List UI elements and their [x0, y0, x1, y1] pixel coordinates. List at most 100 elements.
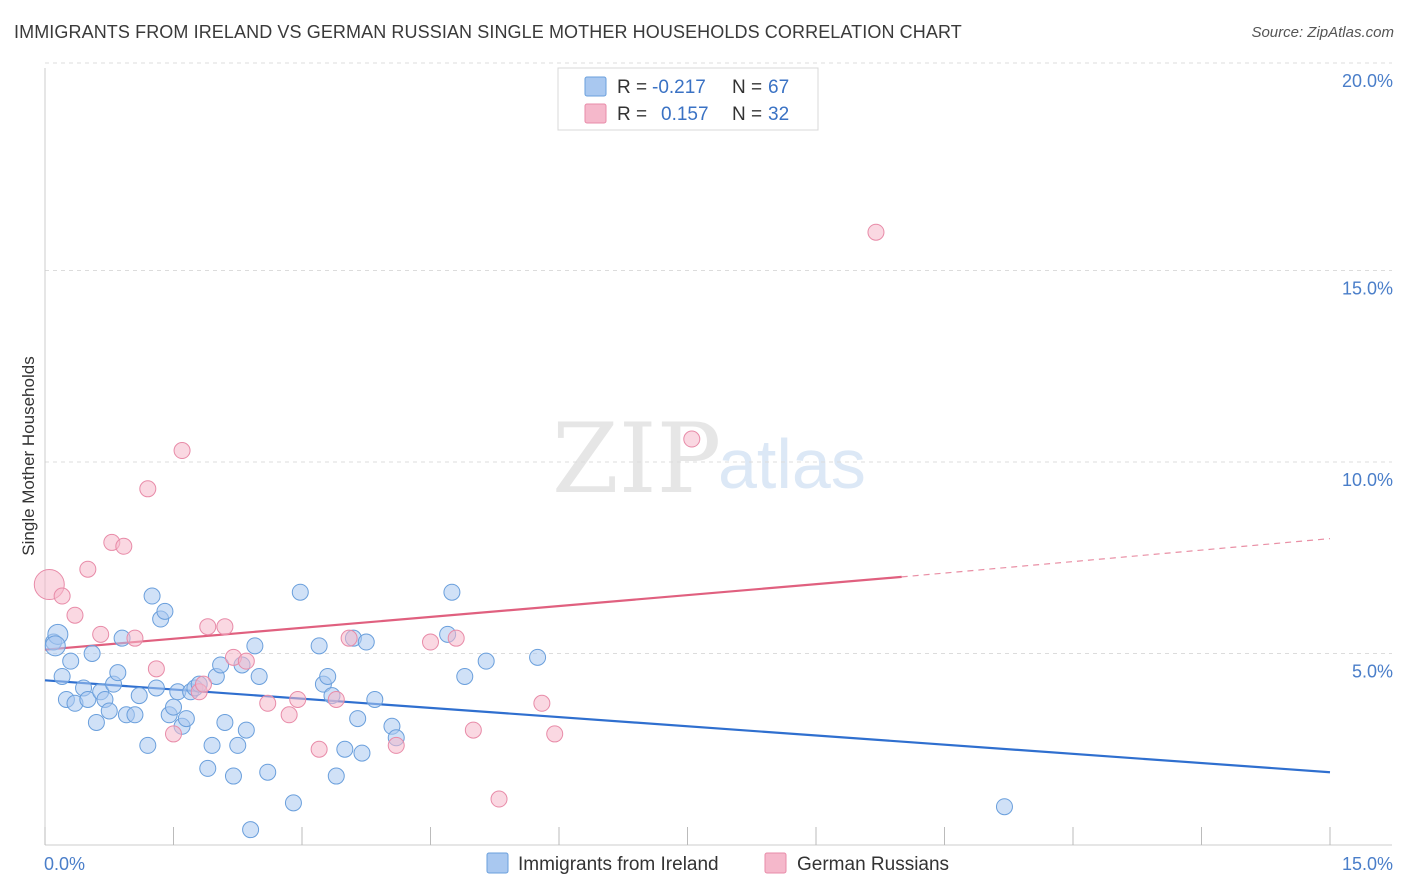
point-ireland — [44, 635, 66, 657]
point-german-russians — [139, 480, 157, 498]
legend-n-value-ireland: 67 — [768, 77, 789, 98]
legend-r-label: R = — [617, 104, 647, 125]
point-german-russians — [115, 537, 133, 555]
source-credit: Source: ZipAtlas.com — [1251, 24, 1394, 41]
point-ireland — [156, 602, 174, 620]
point-ireland — [109, 664, 127, 682]
point-ireland — [130, 687, 148, 705]
trend-line-1 — [44, 575, 902, 651]
point-ireland — [100, 702, 118, 720]
chart-title: IMMIGRANTS FROM IRELAND VS GERMAN RUSSIA… — [14, 22, 962, 42]
point-ireland — [237, 721, 255, 739]
point-ireland — [177, 710, 195, 728]
correlation-legend: R = -0.217 N = 67 R = 0.157 N = 32 — [557, 67, 819, 131]
bottom-legend-label-german-russians: German Russians — [797, 854, 949, 875]
point-ireland — [147, 679, 165, 697]
point-ireland — [353, 744, 371, 762]
point-ireland — [199, 759, 217, 777]
point-german-russians — [79, 560, 97, 578]
y-tick-label: 5.0% — [1352, 662, 1393, 682]
y-tick-label: 15.0% — [1342, 279, 1393, 299]
point-ireland — [126, 706, 144, 724]
point-ireland — [83, 645, 101, 662]
point-german-russians — [289, 690, 307, 708]
point-ireland — [310, 637, 328, 655]
tick-labels: 5.0% 10.0% 15.0% 20.0% 0.0% 15.0% — [44, 71, 1393, 874]
trend-line-0 — [44, 679, 1331, 774]
point-ireland — [349, 710, 367, 728]
legend-swatch-german-russians — [584, 103, 607, 124]
legend-n-label: N = — [732, 77, 762, 98]
legend-n-value-german-russians: 32 — [768, 104, 789, 125]
point-ireland — [357, 633, 375, 651]
point-ireland — [259, 763, 277, 781]
point-ireland — [53, 667, 71, 685]
point-german-russians — [237, 652, 255, 670]
point-german-russians — [199, 618, 217, 636]
point-german-russians — [422, 633, 439, 651]
point-ireland — [212, 656, 230, 674]
point-ireland — [242, 821, 260, 839]
point-ireland — [291, 583, 309, 601]
axes — [44, 68, 1392, 846]
watermark-zip: ZIP — [552, 403, 721, 515]
bottom-legend-swatch-german-russians — [764, 852, 787, 874]
point-german-russians — [340, 629, 358, 647]
bottom-legend-swatch-ireland — [486, 852, 509, 874]
point-ireland — [529, 648, 547, 666]
point-german-russians — [173, 442, 191, 460]
point-ireland — [79, 690, 97, 708]
gridlines — [45, 62, 1392, 654]
point-ireland — [995, 798, 1013, 816]
point-ireland — [250, 667, 268, 685]
point-ireland — [336, 740, 354, 758]
point-german-russians — [546, 725, 564, 743]
point-ireland — [477, 652, 495, 670]
x-tick-label: 15.0% — [1342, 854, 1393, 874]
point-german-russians — [92, 625, 110, 643]
legend-r-value-ireland: -0.217 — [652, 77, 706, 98]
point-german-russians — [387, 736, 405, 754]
point-ireland — [284, 794, 302, 812]
watermark-atlas: atlas — [718, 425, 866, 503]
point-ireland — [203, 736, 221, 754]
point-german-russians — [53, 587, 71, 605]
point-ireland — [87, 713, 105, 731]
data-points — [33, 223, 1013, 839]
legend-r-label: R = — [617, 77, 647, 98]
series-legend: Immigrants from Ireland German Russians — [486, 852, 949, 875]
point-german-russians — [126, 629, 144, 647]
point-german-russians — [194, 675, 212, 693]
legend-r-value-german-russians: 0.157 — [661, 104, 709, 125]
point-german-russians — [447, 629, 465, 647]
trend-line-extension-1 — [901, 538, 1331, 578]
trend-lines — [44, 538, 1331, 774]
point-german-russians — [490, 790, 508, 808]
point-ireland — [165, 698, 182, 716]
point-german-russians — [280, 706, 298, 724]
bottom-legend-label-ireland: Immigrants from Ireland — [518, 854, 719, 875]
point-ireland — [224, 767, 242, 785]
point-ireland — [139, 736, 157, 754]
point-german-russians — [464, 721, 482, 739]
point-ireland — [229, 736, 247, 754]
legend-n-label: N = — [732, 104, 762, 125]
point-ireland — [456, 667, 474, 685]
point-ireland — [246, 637, 264, 655]
y-axis-label: Single Mother Households — [19, 356, 38, 555]
point-german-russians — [165, 725, 182, 743]
point-ireland — [319, 667, 337, 685]
point-german-russians — [867, 223, 885, 241]
point-german-russians — [327, 690, 345, 708]
point-ireland — [366, 690, 384, 708]
point-german-russians — [683, 430, 701, 448]
point-ireland — [443, 583, 461, 601]
point-german-russians — [259, 694, 277, 712]
point-ireland — [327, 767, 345, 785]
point-ireland — [62, 652, 80, 670]
legend-swatch-ireland — [584, 76, 607, 97]
point-german-russians — [66, 606, 84, 624]
point-german-russians — [310, 740, 328, 758]
point-german-russians — [533, 694, 551, 712]
